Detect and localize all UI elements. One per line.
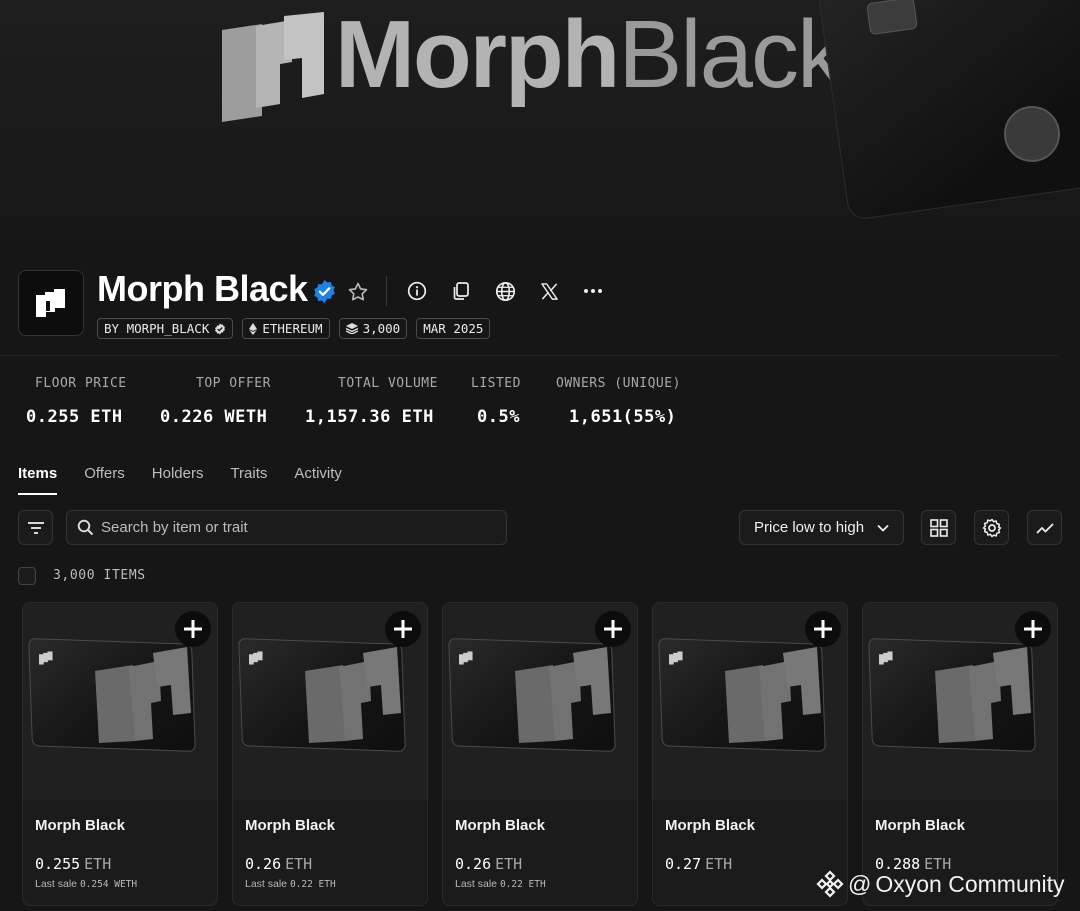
grid-view-button[interactable] — [921, 510, 956, 545]
items-count: 3,000 ITEMS — [53, 568, 146, 583]
collection-avatar — [18, 270, 84, 336]
x-twitter-icon[interactable] — [537, 279, 561, 303]
morph-logo-icon — [515, 647, 611, 743]
items-grid: Morph Black 0.255 ETH Last sale 0.254 WET… — [22, 602, 1058, 906]
collection-tabs: Items Offers Holders Traits Activity — [18, 465, 342, 495]
stat-listed: LISTED 0.5% — [471, 376, 521, 427]
grid-icon — [929, 518, 948, 537]
plus-icon — [1024, 620, 1042, 638]
header-divider — [386, 276, 387, 306]
collection-banner: MorphBlack — [0, 0, 1080, 250]
collection-title: Morph Black — [97, 268, 308, 309]
add-to-cart-button[interactable] — [805, 611, 841, 647]
tab-activity[interactable]: Activity — [294, 465, 342, 482]
morph-logo-icon — [222, 12, 324, 122]
nft-price: 0.27 ETH — [665, 855, 733, 873]
nft-card[interactable]: Morph Black 0.27 ETH — [652, 602, 848, 906]
nft-name: Morph Black — [665, 817, 756, 834]
nft-price: 0.26 ETH — [455, 855, 523, 873]
ethereum-icon — [249, 322, 258, 335]
morph-logo-icon — [95, 647, 191, 743]
morph-logo-icon — [725, 647, 821, 743]
layers-icon — [345, 323, 358, 334]
morph-logo-icon — [305, 647, 401, 743]
header-divider-line — [0, 355, 1058, 356]
plus-icon — [394, 620, 412, 638]
stat-total-volume: TOTAL VOLUME 1,157.36 ETH — [305, 376, 438, 427]
add-to-cart-button[interactable] — [385, 611, 421, 647]
watermark: @ Oxyon Community — [816, 870, 1065, 898]
morph-logo-icon — [249, 651, 263, 665]
tab-offers[interactable]: Offers — [84, 465, 125, 482]
add-to-cart-button[interactable] — [595, 611, 631, 647]
nft-card[interactable]: Morph Black 0.26 ETH Last sale 0.22 ETH — [442, 602, 638, 906]
nft-last-sale: Last sale 0.254 WETH — [35, 878, 138, 890]
morph-logo-icon — [879, 651, 893, 665]
collection-chips: BY MORPH_BLACK ETHEREUM 3,000 MAR 2025 — [97, 318, 491, 339]
search-icon — [77, 519, 94, 536]
nft-card[interactable]: Morph Black 0.26 ETH Last sale 0.22 ETH — [232, 602, 428, 906]
nft-price: 0.255 ETH — [35, 855, 112, 873]
stat-top-offer: TOP OFFER 0.226 WETH — [160, 376, 271, 427]
favorite-star-icon[interactable] — [346, 280, 370, 304]
morph-logo-icon — [459, 651, 473, 665]
nft-name: Morph Black — [245, 817, 336, 834]
more-options-icon[interactable] — [581, 279, 605, 303]
card-badge-icon — [1004, 106, 1060, 162]
nft-image[interactable] — [863, 603, 1057, 800]
analytics-button[interactable] — [1027, 510, 1062, 545]
select-all-checkbox[interactable] — [18, 567, 36, 585]
binance-diamond-icon — [816, 870, 844, 898]
nft-last-sale: Last sale 0.22 ETH — [455, 878, 546, 890]
search-box[interactable] — [66, 510, 507, 545]
stat-floor-price: FLOOR PRICE 0.255 ETH — [26, 376, 127, 427]
tab-holders[interactable]: Holders — [151, 465, 204, 482]
search-input[interactable] — [101, 519, 481, 536]
verified-badge-icon — [314, 280, 335, 303]
morph-logo-icon — [669, 651, 683, 665]
morph-logo-icon — [36, 289, 65, 317]
chevron-down-icon — [877, 524, 889, 532]
nft-name: Morph Black — [35, 817, 126, 834]
stat-owners: OWNERS (UNIQUE) 1,651(55%) — [556, 376, 681, 427]
copy-icon[interactable] — [449, 279, 473, 303]
gear-icon — [982, 518, 1001, 537]
filter-button[interactable] — [18, 510, 53, 545]
plus-icon — [604, 620, 622, 638]
add-to-cart-button[interactable] — [175, 611, 211, 647]
nft-last-sale: Last sale 0.22 ETH — [245, 878, 336, 890]
add-to-cart-button[interactable] — [1015, 611, 1051, 647]
supply-chip: 3,000 — [338, 318, 408, 339]
nft-card[interactable]: Morph Black 0.255 ETH Last sale 0.254 WET… — [22, 602, 218, 906]
creator-chip[interactable]: BY MORPH_BLACK — [97, 318, 234, 339]
banner-wordmark: MorphBlack — [335, 1, 845, 108]
filter-icon — [27, 521, 44, 534]
globe-icon[interactable] — [493, 279, 517, 303]
tab-traits[interactable]: Traits — [230, 465, 268, 482]
morph-logo-icon — [935, 647, 1031, 743]
settings-button[interactable] — [974, 510, 1009, 545]
date-chip: MAR 2025 — [416, 318, 491, 339]
verified-badge-icon — [215, 323, 226, 334]
nft-price: 0.26 ETH — [245, 855, 313, 873]
nft-name: Morph Black — [875, 817, 966, 834]
plus-icon — [814, 620, 832, 638]
morph-logo-icon — [39, 651, 53, 665]
sort-label: Price low to high — [754, 519, 865, 536]
chain-chip: ETHEREUM — [242, 318, 330, 339]
tab-items[interactable]: Items — [18, 465, 58, 495]
nft-name: Morph Black — [455, 817, 546, 834]
plus-icon — [184, 620, 202, 638]
sort-dropdown[interactable]: Price low to high — [739, 510, 904, 545]
nft-card[interactable]: Morph Black 0.288 ETH — [862, 602, 1058, 906]
nft-price: 0.288 ETH — [875, 855, 952, 873]
trend-line-icon — [1035, 522, 1054, 534]
info-icon[interactable] — [405, 279, 429, 303]
